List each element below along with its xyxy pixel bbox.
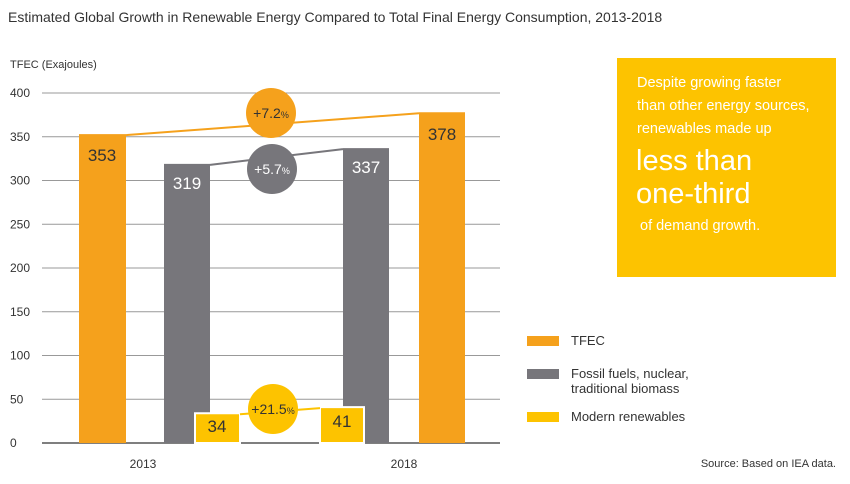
y-tick-label-200: 200 <box>10 261 30 275</box>
callout-text-line-1: Despite growing faster <box>637 75 782 91</box>
y-tick-label-350: 350 <box>10 130 30 144</box>
callout-text-line-3: renewables made up <box>637 121 772 137</box>
legend-swatch-tfec <box>527 336 559 346</box>
data-label-modern-renewables-2013: 34 <box>208 417 227 436</box>
bar-tfec-2018 <box>419 112 465 443</box>
growth-label-fossil: +5.7% <box>254 161 290 177</box>
y-tick-label-300: 300 <box>10 174 30 188</box>
x-tick-label-2018: 2018 <box>391 457 418 471</box>
data-label-modern-renewables-2018: 41 <box>333 412 352 431</box>
y-tick-label-400: 400 <box>10 86 30 100</box>
y-tick-label-250: 250 <box>10 217 30 231</box>
data-label-tfec-2018: 378 <box>428 125 456 144</box>
growth-circle-fossil <box>247 144 297 194</box>
legend-swatch-renewables <box>527 412 559 422</box>
callout-emphasis-line-2: one-third <box>636 178 751 210</box>
callout-emphasis-line-1: less than <box>636 145 753 177</box>
growth-label-tfec: +7.2% <box>253 105 289 121</box>
callout-text-line-4: of demand growth. <box>640 218 761 234</box>
chart-title: Estimated Global Growth in Renewable Ene… <box>8 9 663 25</box>
bar-tfec-2013 <box>79 134 126 443</box>
callout-text-line-2: than other energy sources, <box>637 98 810 114</box>
growth-circle-tfec <box>246 88 296 138</box>
legend-label-fossil-line-1: Fossil fuels, nuclear, <box>571 366 689 381</box>
bar-modern-renewables-2013 <box>194 412 241 444</box>
y-tick-label-150: 150 <box>10 305 30 319</box>
growth-label-renewables: +21.5% <box>251 401 294 417</box>
x-tick-label-2013: 2013 <box>130 457 157 471</box>
source-note: Source: Based on IEA data. <box>700 458 836 470</box>
y-tick-label-0: 0 <box>10 436 17 450</box>
data-label-fossil-fuels-nuclear-traditional-biomass-2018: 337 <box>352 158 380 177</box>
y-tick-label-100: 100 <box>10 349 30 363</box>
growth-circle-renewables <box>248 384 298 434</box>
data-label-fossil-fuels-nuclear-traditional-biomass-2013: 319 <box>173 174 201 193</box>
bar-fossil-fuels-nuclear-traditional-biomass-2013 <box>164 163 210 443</box>
legend-label-fossil-line-2: traditional biomass <box>571 381 680 396</box>
y-tick-label-50: 50 <box>10 392 24 406</box>
legend-label-tfec: TFEC <box>571 333 605 348</box>
callout-box: Despite growing faster than other energy… <box>617 58 836 277</box>
legend-swatch-fossil <box>527 369 559 379</box>
bar-fossil-fuels-nuclear-traditional-biomass-2018 <box>343 148 389 443</box>
legend-label-renewables: Modern renewables <box>571 409 686 424</box>
y-axis-title: TFEC (Exajoules) <box>10 59 97 71</box>
data-label-tfec-2013: 353 <box>88 146 116 165</box>
bar-modern-renewables-2018 <box>319 406 365 444</box>
